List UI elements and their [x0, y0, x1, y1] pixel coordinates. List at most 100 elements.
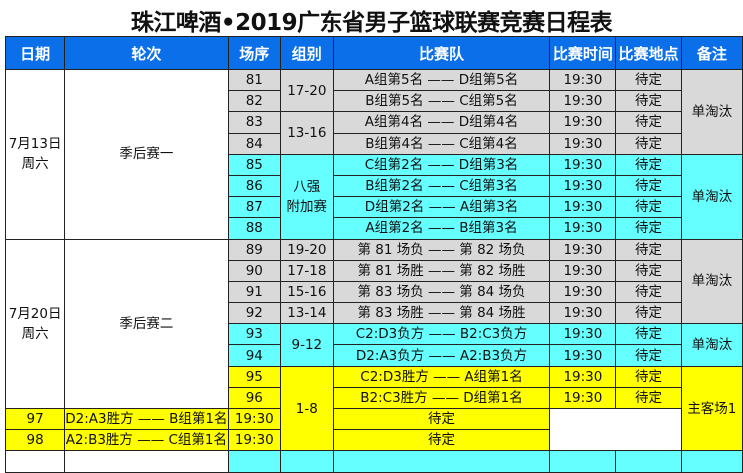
group-label: 13-16 — [287, 125, 327, 142]
time-cell: 19:30 — [549, 132, 617, 155]
empty-cell — [4, 450, 66, 473]
date-cell: 7月13日 周六 — [4, 69, 66, 240]
group-cell: 17-20 — [280, 68, 334, 113]
empty-cell — [64, 450, 229, 473]
time-cell: 19:30 — [227, 429, 282, 452]
column-header: 比赛时间 — [549, 36, 617, 70]
teams-cell: C2:D3负方 —— B2:C3负方 — [332, 323, 551, 346]
column-header: 日期 — [4, 36, 66, 70]
teams-cell: C组第2名 —— D组第3名 — [332, 153, 551, 176]
round-cell: 季后赛一 — [64, 69, 229, 240]
time-cell: 19:30 — [227, 407, 282, 431]
column-header: 轮次 — [64, 36, 229, 70]
venue-cell: 待定 — [615, 132, 682, 155]
venue-cell: 待定 — [615, 365, 682, 388]
teams-cell: 第 81 场负 —— 第 82 场负 — [332, 238, 551, 261]
group-label: 13-14 — [287, 305, 327, 322]
group-cell: 八强 附加赛 — [280, 153, 334, 240]
match-number: 98 — [4, 429, 66, 452]
group-cell: 19-20 — [280, 238, 334, 261]
teams-cell: D2:A3胜方 —— B组第1名 — [64, 407, 229, 431]
table-row: 87 D组第2名 —— A组第3名 19:30 待定 — [6, 196, 743, 219]
group-cell: 1-8 — [280, 365, 334, 452]
table-row: 84 B组第4名 —— C组第4名 19:30 待定 — [6, 132, 743, 155]
note-cell: 主客场1 — [680, 365, 743, 452]
column-header: 组别 — [280, 36, 334, 70]
match-number: 83 — [227, 111, 282, 134]
group-cell: 9-12 — [280, 323, 334, 367]
time-cell: 19:30 — [549, 259, 617, 282]
table-row: 96 B2:C3胜方 —— D组第1名 19:30 待定 — [6, 386, 743, 410]
teams-cell: A组第2名 —— B组第3名 — [332, 217, 551, 240]
date: 7月20日 — [8, 305, 62, 322]
column-header: 备注 — [680, 36, 743, 70]
teams-cell: 第 83 场负 —— 第 84 场负 — [332, 280, 551, 304]
table-row: 91 15-16 第 83 场负 —— 第 84 场负 19:30 待定 — [6, 280, 743, 304]
weekday: 周六 — [21, 325, 49, 342]
time-cell: 19:30 — [549, 302, 617, 325]
venue-cell: 待定 — [615, 302, 682, 325]
group-cell: 13-14 — [280, 302, 334, 325]
time-cell: 19:30 — [549, 153, 617, 176]
match-number: 89 — [227, 238, 282, 261]
time-cell: 19:30 — [549, 217, 617, 240]
time-cell: 19:30 — [549, 365, 617, 388]
table-row: 7月20日 周六 季后赛二 89 19-20 第 81 场负 —— 第 82 场负 19:3… — [4, 238, 743, 409]
table-row: 90 17-18 第 81 场胜 —— 第 82 场胜 19:30 待定 — [6, 259, 743, 282]
match-number: 91 — [227, 280, 282, 304]
match-number: 87 — [227, 196, 282, 219]
match-number: 90 — [227, 259, 282, 282]
match-number: 92 — [227, 302, 282, 325]
teams-cell: D2:A3负方 —— A2:B3负方 — [332, 344, 551, 367]
group-cell: 13-16 — [280, 111, 334, 155]
match-number: 82 — [227, 90, 282, 113]
venue-cell: 待定 — [615, 323, 682, 346]
teams-cell: B组第5名 —— C组第5名 — [332, 90, 551, 113]
time-cell: 19:30 — [549, 174, 617, 198]
column-header: 比赛队 — [332, 36, 551, 70]
match-number: 88 — [227, 217, 282, 240]
venue-cell: 待定 — [615, 217, 682, 240]
group-label: 17-18 — [287, 262, 327, 279]
venue-cell: 待定 — [615, 196, 682, 219]
note-cell: 单淘汰 — [680, 69, 743, 155]
group-cell: 15-16 — [280, 280, 334, 304]
venue-cell: 待定 — [615, 68, 682, 92]
table-row: 97 D2:A3胜方 —— B组第1名 19:30 待定 — [4, 407, 743, 431]
venue-cell: 待定 — [615, 280, 682, 304]
group-label: 17-20 — [287, 82, 327, 99]
schedule-table: 日期 轮次 场序 组别 比赛队 比赛时间 比赛地点 备注 7月13日 周六 季后赛一 81 17-20… — [4, 36, 743, 473]
venue-cell: 待定 — [332, 407, 551, 431]
column-header: 场序 — [227, 36, 282, 70]
venue-cell: 待定 — [615, 386, 682, 410]
venue-cell: 待定 — [615, 344, 682, 367]
group-label: 9-12 — [291, 336, 323, 353]
group-label: 附加赛 — [286, 198, 328, 215]
empty-cell — [227, 450, 282, 473]
teams-cell: B组第4名 —— C组第4名 — [332, 132, 551, 155]
teams-cell: A2:B3胜方 —— C组第1名 — [64, 429, 229, 452]
empty-cell — [332, 450, 551, 473]
match-number: 94 — [227, 344, 282, 367]
group-label: 19-20 — [287, 241, 327, 258]
match-number: 84 — [227, 132, 282, 155]
empty-cell — [615, 450, 682, 473]
match-number: 96 — [227, 386, 282, 410]
table-row: 95 1-8 C2:D3胜方 —— A组第1名 19:30 待定 主客场1 — [6, 365, 743, 452]
match-number: 85 — [227, 153, 282, 176]
match-number: 95 — [227, 365, 282, 388]
teams-cell: 第 81 场胜 —— 第 82 场胜 — [332, 259, 551, 282]
venue-cell: 待定 — [332, 429, 551, 452]
venue-cell: 待定 — [615, 90, 682, 113]
table-row: 92 13-14 第 83 场胜 —— 第 84 场胜 19:30 待定 — [6, 302, 743, 325]
time-cell: 19:30 — [549, 280, 617, 304]
time-cell: 19:30 — [549, 323, 617, 346]
time-cell: 19:30 — [549, 111, 617, 134]
table-row: 83 13-16 A组第4名 —— D组第4名 19:30 待定 — [6, 111, 743, 155]
table-row: 85 八强 附加赛 C组第2名 —— D组第3名 19:30 待定 单淘汰 — [6, 153, 743, 240]
venue-cell: 待定 — [615, 111, 682, 134]
group-label: 15-16 — [287, 283, 327, 300]
match-number: 81 — [227, 68, 282, 92]
venue-cell: 待定 — [615, 259, 682, 282]
note-cell: 单淘汰 — [680, 238, 743, 325]
